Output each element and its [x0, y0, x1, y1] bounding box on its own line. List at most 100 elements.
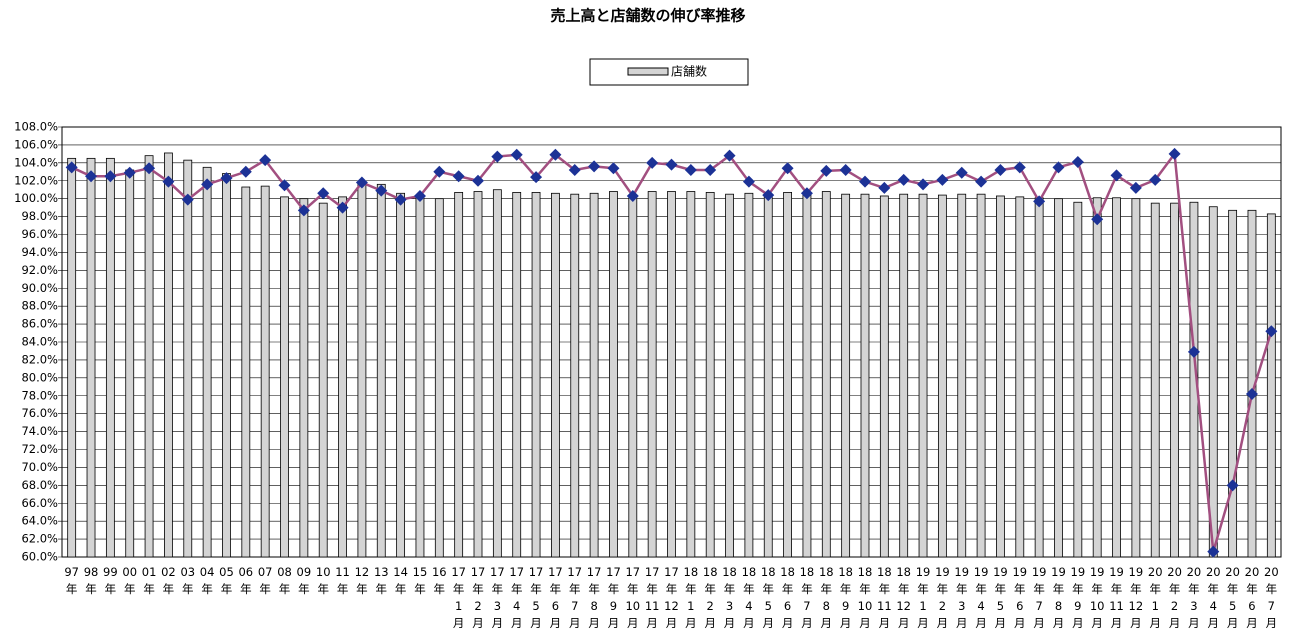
x-tick-label: 17 年 8 月: [587, 565, 602, 630]
y-tick-label: 90.0%: [21, 281, 58, 295]
marker: [897, 173, 910, 186]
bar: [1170, 202, 1179, 558]
bar: [744, 192, 754, 558]
bar: [241, 186, 251, 558]
bar: [899, 193, 909, 558]
bar: [918, 193, 928, 558]
marker: [994, 164, 1007, 176]
marker: [278, 179, 291, 192]
x-tick-label: 19 年 2 月: [935, 565, 950, 630]
bar: [1034, 197, 1044, 558]
bar: [841, 193, 851, 558]
bar: [686, 191, 696, 558]
bar: [1266, 213, 1276, 558]
x-tick-label: 16 年: [432, 565, 447, 596]
marker: [1245, 387, 1258, 400]
marker: [800, 187, 813, 200]
bar: [531, 191, 541, 558]
y-tick-label: 64.0%: [21, 514, 58, 528]
bar: [976, 193, 986, 558]
x-tick-label: 18 年 10 月: [858, 565, 873, 630]
marker: [162, 175, 175, 188]
bar: [454, 191, 464, 558]
marker: [1129, 181, 1142, 194]
marker: [530, 171, 543, 184]
bar: [821, 191, 831, 558]
marker: [65, 161, 78, 174]
marker: [549, 148, 562, 161]
x-tick-label: 11 年: [335, 565, 350, 596]
marker: [568, 164, 581, 176]
bar: [376, 183, 386, 558]
bar: [802, 193, 812, 558]
marker: [762, 189, 775, 202]
marker: [104, 170, 117, 183]
x-tick-label: 20 年 7 月: [1264, 565, 1279, 630]
marker: [878, 181, 891, 194]
marker: [955, 166, 968, 179]
marker: [123, 166, 136, 179]
bar: [396, 192, 406, 558]
y-tick-label: 86.0%: [21, 317, 58, 331]
bar: [783, 191, 792, 558]
legend: [589, 58, 749, 86]
x-tick-label: 19 年 12 月: [1129, 565, 1144, 630]
marker: [433, 165, 446, 178]
x-tick-label: 14 年: [393, 565, 408, 596]
marker: [1071, 155, 1084, 168]
x-tick-label: 02 年: [161, 565, 176, 596]
y-tick-label: 94.0%: [21, 245, 58, 259]
y-tick-label: 60.0%: [21, 550, 58, 564]
x-tick-label: 12 年: [355, 565, 370, 596]
x-tick-label: 19 年 8 月: [1051, 565, 1066, 630]
bar: [570, 193, 580, 558]
bar: [125, 169, 135, 558]
marker: [646, 156, 659, 169]
x-tick-label: 19 年 11 月: [1109, 565, 1124, 630]
marker: [1091, 213, 1104, 226]
marker: [336, 201, 349, 214]
bar: [67, 157, 77, 558]
x-tick-label: 19 年 10 月: [1090, 565, 1105, 630]
bar: [763, 193, 773, 558]
bar: [1131, 198, 1141, 558]
x-tick-label: 19 年 3 月: [954, 565, 969, 630]
bar: [338, 196, 347, 558]
marker: [394, 193, 407, 206]
y-tick-label: 104.0%: [14, 155, 58, 169]
x-tick-label: 07 年: [258, 565, 273, 596]
marker: [1265, 325, 1278, 338]
marker: [491, 150, 504, 163]
y-tick-label: 72.0%: [21, 442, 58, 456]
marker: [1168, 147, 1181, 160]
marker: [1110, 169, 1123, 182]
x-tick-label: 18 年 12 月: [896, 565, 911, 630]
marker: [510, 148, 523, 161]
marker: [820, 164, 833, 177]
x-tick-label: 17 年 6 月: [548, 565, 563, 630]
bar: [299, 198, 309, 558]
y-tick-label: 108.0%: [14, 120, 58, 134]
x-tick-label: 18 年 9 月: [838, 565, 853, 630]
y-tick-label: 76.0%: [21, 406, 58, 420]
bar: [1112, 197, 1121, 558]
x-tick-label: 15 年: [413, 565, 428, 596]
x-tick-label: 17 年 5 月: [529, 565, 544, 630]
bar: [609, 191, 618, 558]
bar: [1189, 201, 1199, 558]
y-tick-label: 74.0%: [21, 424, 58, 438]
bar: [628, 194, 638, 558]
marker: [1013, 161, 1026, 174]
marker: [1187, 345, 1200, 358]
y-tick-label: 92.0%: [21, 263, 58, 277]
y-tick-label: 82.0%: [21, 352, 58, 366]
bar: [144, 155, 154, 558]
y-tick-label: 106.0%: [14, 137, 58, 151]
marker: [317, 187, 330, 200]
bar: [996, 195, 1005, 558]
bar: [1015, 196, 1025, 558]
x-tick-label: 17 年 11 月: [645, 565, 660, 630]
marker: [472, 174, 485, 187]
y-tick-label: 88.0%: [21, 299, 58, 313]
